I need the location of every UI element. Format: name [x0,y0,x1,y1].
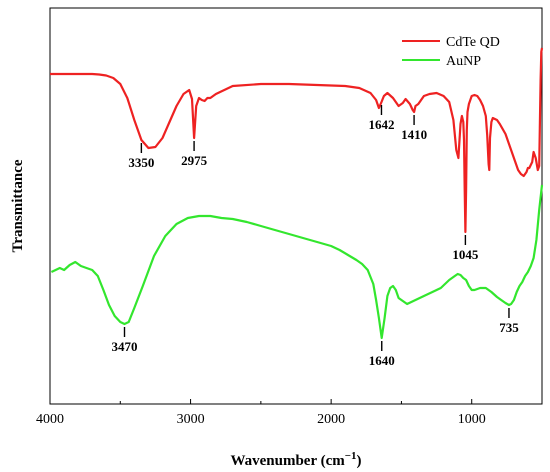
peak-label-2975: 2975 [181,153,208,168]
peak-label-1640: 1640 [369,353,395,368]
x-tick-label-1000: 1000 [458,412,486,427]
legend: CdTe QD AuNP [402,35,500,69]
annotation-layer: 3350 2975 1642 1410 1045 3470 1640 735 [112,105,519,368]
peak-label-735: 735 [499,320,519,335]
peak-label-1410: 1410 [401,127,427,142]
peak-label-1045: 1045 [452,247,479,262]
x-axis-title-close: ) [357,453,362,469]
x-tick-label-4000: 4000 [36,412,64,427]
series-line-aunp [50,184,544,340]
x-tick-layer: 4000 3000 2000 1000 [36,399,543,427]
peak-label-3350: 3350 [128,155,154,170]
legend-label-cdte: CdTe QD [446,35,500,50]
plot-frame [49,7,543,405]
peak-label-3470: 3470 [112,339,138,354]
peak-label-1642: 1642 [368,117,394,132]
plot-area-border [49,7,543,405]
x-axis-title-main: Wavenumber (cm [230,453,345,469]
x-tick-label-2000: 2000 [317,412,345,427]
x-axis-title-sup: −1 [345,450,357,462]
y-axis-title: Transmittance [10,159,26,252]
series-layer [50,47,544,340]
x-tick-label-3000: 3000 [177,412,205,427]
series-line-cdte-qd [50,47,544,234]
legend-label-aunp: AuNP [446,54,481,69]
x-axis-title: Wavenumber (cm−1) [230,450,361,469]
